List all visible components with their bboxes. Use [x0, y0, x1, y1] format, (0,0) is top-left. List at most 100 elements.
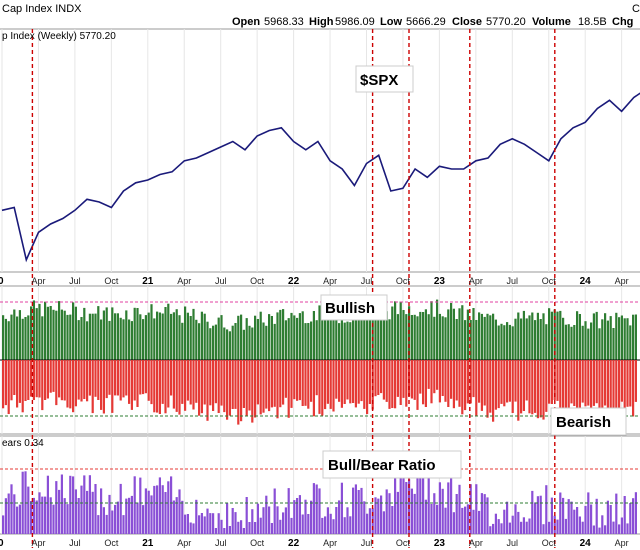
bullish-bar — [217, 317, 220, 360]
bearish-bar — [66, 360, 69, 408]
bearish-bar — [97, 360, 100, 400]
bullish-bar — [570, 326, 573, 360]
bullish-bar — [212, 325, 215, 360]
ratio-bar — [391, 506, 394, 534]
bearish-bar — [374, 360, 377, 397]
ratio-bar — [489, 526, 492, 534]
bullish-bar — [209, 328, 212, 360]
bearish-bar — [142, 360, 145, 395]
bearish-bar — [416, 360, 419, 410]
bearish-bar — [592, 360, 595, 406]
header-corner: C — [632, 3, 640, 15]
bullish-bar — [60, 309, 63, 360]
ratio-bar — [290, 517, 293, 534]
bullish-bar — [506, 322, 509, 360]
bearish-bar — [570, 360, 573, 404]
ratio-bar — [472, 509, 475, 534]
ratio-bar — [604, 525, 607, 534]
bearish-bar — [52, 360, 55, 392]
bullish-bar — [91, 313, 94, 360]
ratio-bar — [422, 477, 425, 534]
bearish-bar — [475, 360, 478, 416]
bearish-bar — [609, 360, 612, 420]
bullish-bar — [164, 307, 167, 360]
ratio-bar — [293, 500, 296, 534]
ratio-bar — [338, 500, 341, 534]
bullish-bar — [276, 312, 279, 360]
bearish-bar — [251, 360, 254, 423]
bullish-bar — [206, 321, 209, 360]
bearish-bar — [606, 360, 609, 411]
bullish-bar — [111, 307, 114, 360]
bullish-bar — [634, 314, 637, 360]
bullish-bar — [564, 324, 567, 360]
bullish-bar — [21, 318, 24, 360]
ratio-bar — [139, 477, 142, 534]
bearish-bar — [312, 360, 315, 417]
bullish-bar — [324, 317, 327, 360]
ratio-bar — [329, 513, 332, 534]
bearish-bar — [618, 360, 621, 422]
bearish-bar — [489, 360, 492, 413]
ratio-bar — [483, 494, 486, 534]
bearish-bar — [315, 360, 318, 396]
bullish-bar — [282, 309, 285, 360]
bearish-bar — [58, 360, 61, 398]
bearish-bar — [203, 360, 206, 405]
bullish-bar — [486, 313, 489, 360]
bearish-bar — [436, 360, 439, 390]
bearish-bar — [150, 360, 153, 405]
bearish-bar — [497, 360, 500, 409]
ratio-bar — [195, 499, 198, 534]
ratio-bar — [268, 506, 271, 534]
ratio-bar — [198, 515, 201, 534]
ratio-bar — [615, 493, 618, 534]
bullish-bar — [192, 308, 195, 360]
bearish-bar — [270, 360, 273, 408]
high-value: 5986.09 — [335, 16, 375, 28]
x-tick-label: Apr — [323, 538, 337, 548]
ratio-bar — [352, 487, 355, 534]
bullish-bar — [307, 323, 310, 360]
ratio-bar — [310, 500, 313, 534]
ratio-bar — [458, 484, 461, 534]
bullish-bar — [438, 313, 441, 360]
ratio-bar — [265, 495, 268, 534]
bullish-bar — [172, 312, 175, 360]
bearish-bar — [2, 360, 5, 409]
ratio-bar — [405, 482, 408, 534]
bearish-bar — [396, 360, 399, 397]
bearish-bar — [363, 360, 366, 409]
bearish-bar — [385, 360, 388, 402]
ratio-bar — [419, 465, 422, 534]
ratio-bar — [279, 519, 282, 534]
bullish-bar — [49, 306, 52, 360]
bullish-bar — [2, 315, 5, 360]
x-tick-label: Apr — [177, 276, 191, 286]
ratio-bar — [147, 490, 150, 534]
ratio-bar — [427, 473, 430, 534]
x-tick-label: 21 — [142, 538, 154, 549]
x-tick-label: Oct — [104, 276, 119, 286]
bearish-bar — [483, 360, 486, 406]
bullish-bar — [326, 312, 329, 360]
ratio-bar — [562, 497, 565, 534]
bearish-bar — [259, 360, 262, 415]
bearish-bar — [94, 360, 97, 397]
bullish-bar — [399, 301, 402, 360]
ratio-bar — [332, 519, 335, 534]
bullish-bar — [332, 311, 335, 360]
ratio-bar — [564, 518, 567, 534]
bearish-bar — [506, 360, 509, 403]
bearish-bar — [296, 360, 299, 401]
bullish-bar — [475, 320, 478, 360]
bearish-bar — [455, 360, 458, 401]
open-label: Open — [232, 16, 260, 28]
ratio-bar — [301, 514, 304, 534]
bearish-bar — [514, 360, 517, 402]
ratio-bar — [240, 520, 243, 534]
x-tick-label: Oct — [104, 538, 119, 548]
bullish-bar — [248, 325, 251, 360]
ratio-bar — [237, 521, 240, 534]
bearish-bar — [422, 360, 425, 405]
